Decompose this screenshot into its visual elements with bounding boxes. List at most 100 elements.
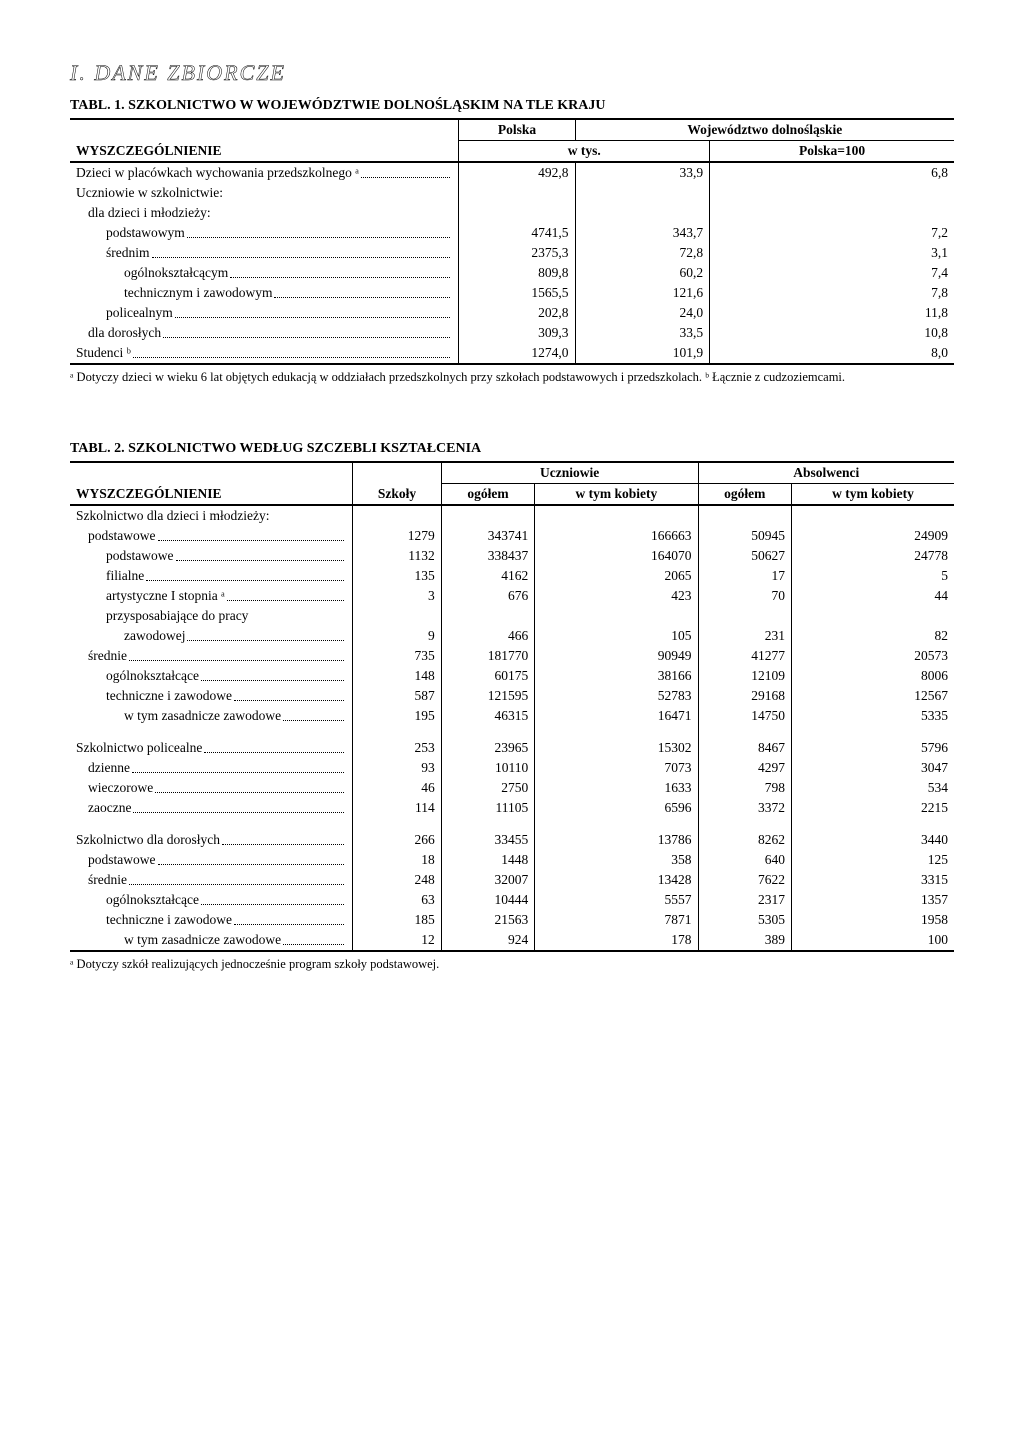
cell xyxy=(710,183,954,203)
table-row: ogólnokształcącym 809,860,27,4 xyxy=(70,263,954,283)
cell: 1132 xyxy=(353,546,441,566)
t1-h-polska: Polska xyxy=(459,119,575,141)
cell: 343,7 xyxy=(575,223,710,243)
cell xyxy=(353,606,441,626)
cell: 6,8 xyxy=(710,162,954,183)
cell: 8006 xyxy=(792,666,954,686)
cell: 338437 xyxy=(441,546,535,566)
cell: 105 xyxy=(535,626,698,646)
table-row: w tym zasadnicze zawodowe 12924178389100 xyxy=(70,930,954,951)
table-row: techniczne i zawodowe 587121595527832916… xyxy=(70,686,954,706)
cell: 5 xyxy=(792,566,954,586)
cell xyxy=(535,606,698,626)
cell: 16471 xyxy=(535,706,698,726)
row-label: Studenci ᵇ xyxy=(70,343,459,364)
cell: 21563 xyxy=(441,910,535,930)
cell: 2375,3 xyxy=(459,243,575,263)
cell: 29168 xyxy=(698,686,792,706)
cell: 18 xyxy=(353,850,441,870)
cell: 358 xyxy=(535,850,698,870)
cell: 24909 xyxy=(792,526,954,546)
table-row: Dzieci w placówkach wychowania przedszko… xyxy=(70,162,954,183)
cell xyxy=(459,203,575,223)
row-label: Dzieci w placówkach wychowania przedszko… xyxy=(70,162,459,183)
row-label: podstawowe xyxy=(70,526,353,546)
section-heading: I. DANE ZBIORCZE xyxy=(70,60,954,86)
cell: 7871 xyxy=(535,910,698,930)
table-row: Szkolnictwo dla dorosłych 26633455137868… xyxy=(70,830,954,850)
cell: 7,4 xyxy=(710,263,954,283)
table-row: techniczne i zawodowe 185215637871530519… xyxy=(70,910,954,930)
row-label: zawodowej xyxy=(70,626,353,646)
cell: 72,8 xyxy=(575,243,710,263)
table-row: podstawowym 4741,5343,77,2 xyxy=(70,223,954,243)
cell: 15302 xyxy=(535,738,698,758)
t2-h-ucz-ogolem: ogółem xyxy=(441,484,535,506)
row-label: podstawowym xyxy=(70,223,459,243)
t2-h-abs-wtymk: w tym kobiety xyxy=(792,484,954,506)
cell: 1565,5 xyxy=(459,283,575,303)
row-label: średnie xyxy=(70,870,353,890)
cell: 8262 xyxy=(698,830,792,850)
cell: 676 xyxy=(441,586,535,606)
cell: 70 xyxy=(698,586,792,606)
cell: 2750 xyxy=(441,778,535,798)
table-row: dzienne 9310110707342973047 xyxy=(70,758,954,778)
table2-footnote: ᵃ Dotyczy szkół realizujących jednocześn… xyxy=(70,956,954,972)
cell: 164070 xyxy=(535,546,698,566)
cell: 33,5 xyxy=(575,323,710,343)
t2-h-ucz-wtymk: w tym kobiety xyxy=(535,484,698,506)
t1-h-woj: Województwo dolnośląskie xyxy=(575,119,954,141)
row-label: techniczne i zawodowe xyxy=(70,910,353,930)
cell: 195 xyxy=(353,706,441,726)
cell: 11105 xyxy=(441,798,535,818)
table-row: średnim 2375,372,83,1 xyxy=(70,243,954,263)
cell: 5305 xyxy=(698,910,792,930)
cell: 2215 xyxy=(792,798,954,818)
row-label: techniczne i zawodowe xyxy=(70,686,353,706)
cell: 640 xyxy=(698,850,792,870)
row-label: ogólnokształcącym xyxy=(70,263,459,283)
cell: 1274,0 xyxy=(459,343,575,364)
cell xyxy=(535,505,698,526)
cell: 2065 xyxy=(535,566,698,586)
cell: 466 xyxy=(441,626,535,646)
cell xyxy=(710,203,954,223)
row-label: filialne xyxy=(70,566,353,586)
table-row: artystyczne I stopnia ᵃ 36764237044 xyxy=(70,586,954,606)
cell: 50945 xyxy=(698,526,792,546)
table-row: ogólnokształcące 1486017538166121098006 xyxy=(70,666,954,686)
cell: 12567 xyxy=(792,686,954,706)
cell: 423 xyxy=(535,586,698,606)
table-row: dla dzieci i młodzieży: xyxy=(70,203,954,223)
t2-h-uczniowie: Uczniowie xyxy=(441,462,698,484)
cell: 202,8 xyxy=(459,303,575,323)
cell xyxy=(792,505,954,526)
table-row: wieczorowe 4627501633798534 xyxy=(70,778,954,798)
cell: 185 xyxy=(353,910,441,930)
cell: 3315 xyxy=(792,870,954,890)
row-label: Szkolnictwo dla dorosłych xyxy=(70,830,353,850)
table-row: podstawowe 181448358640125 xyxy=(70,850,954,870)
cell: 3,1 xyxy=(710,243,954,263)
table-row: zawodowej 946610523182 xyxy=(70,626,954,646)
table1-title: TABL. 1. SZKOLNICTWO W WOJEWÓDZTWIE DOLN… xyxy=(70,98,954,114)
cell: 41277 xyxy=(698,646,792,666)
cell: 166663 xyxy=(535,526,698,546)
cell xyxy=(575,183,710,203)
cell: 5796 xyxy=(792,738,954,758)
cell: 90949 xyxy=(535,646,698,666)
cell: 8,0 xyxy=(710,343,954,364)
cell: 1448 xyxy=(441,850,535,870)
row-label: podstawowe xyxy=(70,546,353,566)
cell: 60,2 xyxy=(575,263,710,283)
cell: 343741 xyxy=(441,526,535,546)
row-label: dzienne xyxy=(70,758,353,778)
cell: 20573 xyxy=(792,646,954,666)
cell: 100 xyxy=(792,930,954,951)
cell: 12109 xyxy=(698,666,792,686)
cell xyxy=(441,505,535,526)
cell: 7,8 xyxy=(710,283,954,303)
cell: 121595 xyxy=(441,686,535,706)
cell: 52783 xyxy=(535,686,698,706)
